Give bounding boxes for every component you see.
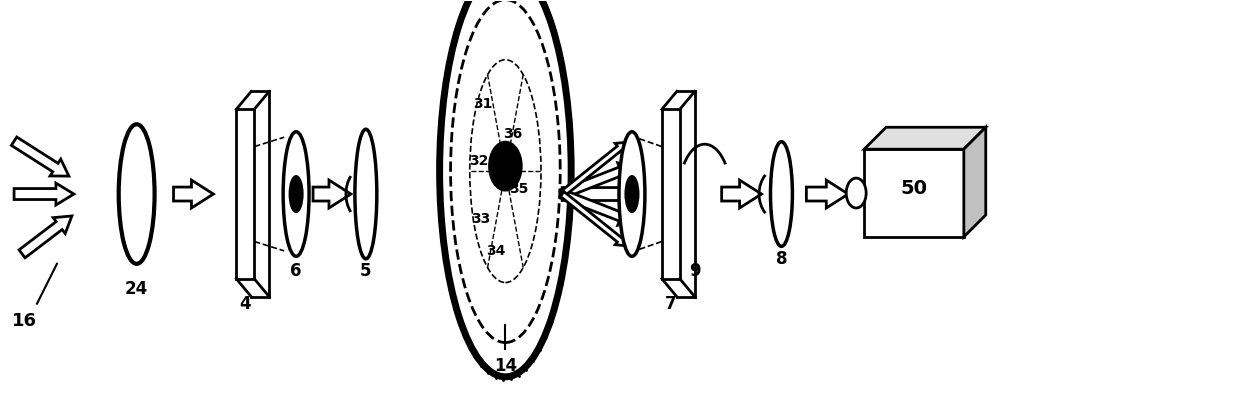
Text: 9: 9 [689,262,701,280]
Ellipse shape [450,0,560,342]
Ellipse shape [625,176,639,212]
Ellipse shape [290,176,303,212]
Text: 36: 36 [502,127,522,141]
FancyArrow shape [14,183,74,205]
FancyArrow shape [560,192,627,246]
Polygon shape [864,127,986,149]
FancyArrow shape [722,180,761,208]
Text: 33: 33 [471,212,490,226]
Text: 34: 34 [486,244,505,258]
Ellipse shape [619,132,645,256]
FancyArrow shape [19,216,72,258]
Text: 35: 35 [508,182,528,196]
Text: 32: 32 [469,154,489,168]
FancyArrow shape [562,181,640,207]
FancyArrow shape [560,190,634,225]
FancyArrow shape [806,180,848,208]
FancyArrow shape [560,163,634,198]
Ellipse shape [439,0,573,380]
Text: 50: 50 [900,179,928,198]
FancyArrow shape [560,142,627,196]
FancyArrow shape [312,180,351,208]
Text: 31: 31 [472,97,492,111]
Text: 24: 24 [125,280,149,298]
Polygon shape [864,149,963,237]
Text: 4: 4 [239,294,250,312]
Ellipse shape [119,124,155,264]
Ellipse shape [355,129,377,259]
Text: 16: 16 [11,312,36,330]
FancyArrow shape [11,137,69,176]
Polygon shape [963,127,986,237]
Ellipse shape [770,142,792,246]
Ellipse shape [846,178,867,208]
Text: 7: 7 [665,294,677,312]
Text: 6: 6 [290,262,301,280]
Text: 14: 14 [494,357,517,375]
FancyArrow shape [174,180,213,208]
Ellipse shape [283,132,309,256]
Polygon shape [237,109,254,279]
Text: 5: 5 [360,262,372,280]
Text: 8: 8 [776,250,787,268]
Polygon shape [662,109,680,279]
Ellipse shape [490,142,521,190]
